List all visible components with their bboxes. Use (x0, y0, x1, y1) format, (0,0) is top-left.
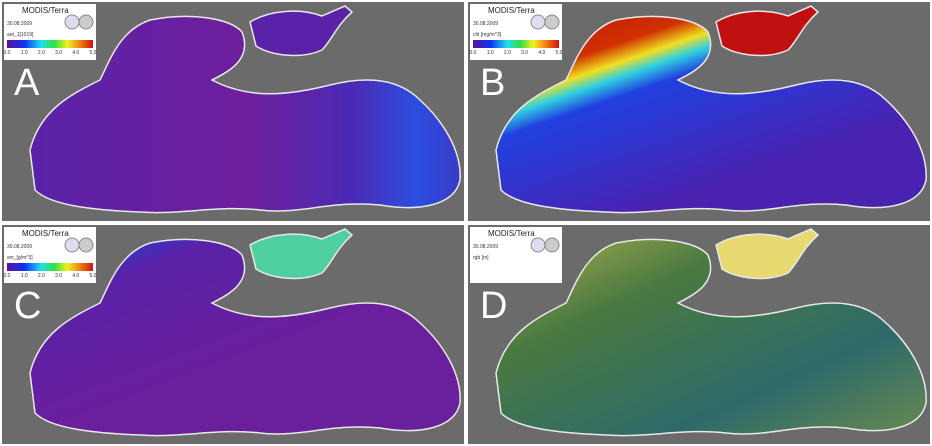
colorbar-tick-label: 5.0 (90, 50, 97, 56)
colorbar-tick-label: 3.0 (55, 273, 62, 279)
logo (65, 15, 79, 29)
colorbar-tick-label: 1.0 (487, 50, 494, 56)
panel-letter: D (480, 285, 507, 327)
colorbar-tick-label: 1.0 (21, 273, 28, 279)
panel: MODIS/Terra 30.08.2009 rgb [m] D (468, 225, 930, 444)
sensor-label: MODIS/Terra (488, 229, 535, 238)
colorbar-tick-label: 4.0 (72, 50, 79, 56)
logo (79, 238, 93, 252)
sensor-label: MODIS/Terra (22, 6, 69, 15)
colorbar-tick-label: 2.0 (38, 273, 45, 279)
panel: MODIS/Terra 30.08.2009 sm_[g/m^3] 0.0 1.0 2.0… (2, 225, 464, 444)
colorbar-tick-label: 2.0 (38, 50, 45, 56)
product-label: aot_1[1019] (7, 32, 34, 38)
panel: MODIS/Terra 30.08.2009 chl [mg/m^3] 0.0 1.0 2… (468, 2, 930, 221)
logo (531, 238, 545, 252)
date-label: 30.08.2009 (7, 21, 32, 27)
legend: MODIS/Terra 30.08.2009 rgb [m] (470, 227, 562, 283)
panel: MODIS/Terra 30.08.2009 aot_1[1019] 0.0 1.0 2.… (2, 2, 464, 221)
product-label: rgb [m] (473, 255, 489, 261)
colorbar (473, 40, 559, 48)
figure: MODIS/Terra 30.08.2009 aot_1[1019] 0.0 1.0 2.… (0, 0, 932, 446)
logo (79, 15, 93, 29)
logo (531, 15, 545, 29)
legend: MODIS/Terra 30.08.2009 chl [mg/m^3] 0.0 1.0 2… (470, 4, 563, 60)
colorbar-tick-label: 2.0 (504, 50, 511, 56)
colorbar-tick-label: 0.0 (4, 50, 11, 56)
logo (545, 15, 559, 29)
colorbar-tick-label: 1.0 (21, 50, 28, 56)
page: MODIS/Terra 30.08.2009 aot_1[1019] 0.0 1.0 2.… (0, 0, 932, 446)
product-label: chl [mg/m^3] (473, 32, 502, 38)
panel-letter: C (14, 285, 41, 327)
legend: MODIS/Terra 30.08.2009 aot_1[1019] 0.0 1.0 2.… (4, 4, 97, 60)
colorbar-tick-label: 3.0 (55, 50, 62, 56)
legend: MODIS/Terra 30.08.2009 sm_[g/m^3] 0.0 1.0 2.0… (4, 227, 97, 283)
colorbar (7, 40, 93, 48)
colorbar-tick-label: 4.0 (72, 273, 79, 279)
colorbar-tick-label: 5.0 (556, 50, 563, 56)
logo (65, 238, 79, 252)
date-label: 30.08.2009 (473, 244, 498, 250)
colorbar-tick-label: 0.0 (470, 50, 477, 56)
date-label: 30.08.2009 (473, 21, 498, 27)
colorbar-tick-label: 4.0 (538, 50, 545, 56)
panel-letter: B (480, 62, 505, 104)
colorbar-tick-label: 3.0 (521, 50, 528, 56)
date-label: 30.08.2009 (7, 244, 32, 250)
product-label: sm_[g/m^3] (7, 255, 33, 261)
sensor-label: MODIS/Terra (488, 6, 535, 15)
logo (545, 238, 559, 252)
colorbar-tick-label: 0.0 (4, 273, 11, 279)
colorbar (7, 263, 93, 271)
colorbar-tick-label: 5.0 (90, 273, 97, 279)
panel-letter: A (14, 62, 40, 104)
sensor-label: MODIS/Terra (22, 229, 69, 238)
